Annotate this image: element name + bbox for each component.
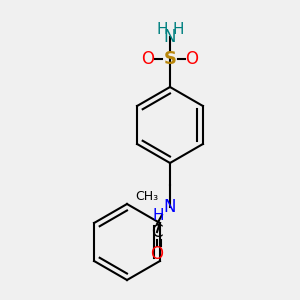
Text: S: S	[164, 50, 176, 68]
Text: H: H	[156, 22, 168, 37]
Text: O: O	[185, 50, 199, 68]
Text: CH₃: CH₃	[135, 190, 158, 202]
Text: H: H	[152, 208, 164, 223]
Text: N: N	[164, 28, 176, 46]
Text: O: O	[151, 245, 164, 263]
Text: H: H	[172, 22, 184, 37]
Text: C: C	[151, 223, 163, 241]
Text: O: O	[142, 50, 154, 68]
Text: N: N	[164, 198, 176, 216]
